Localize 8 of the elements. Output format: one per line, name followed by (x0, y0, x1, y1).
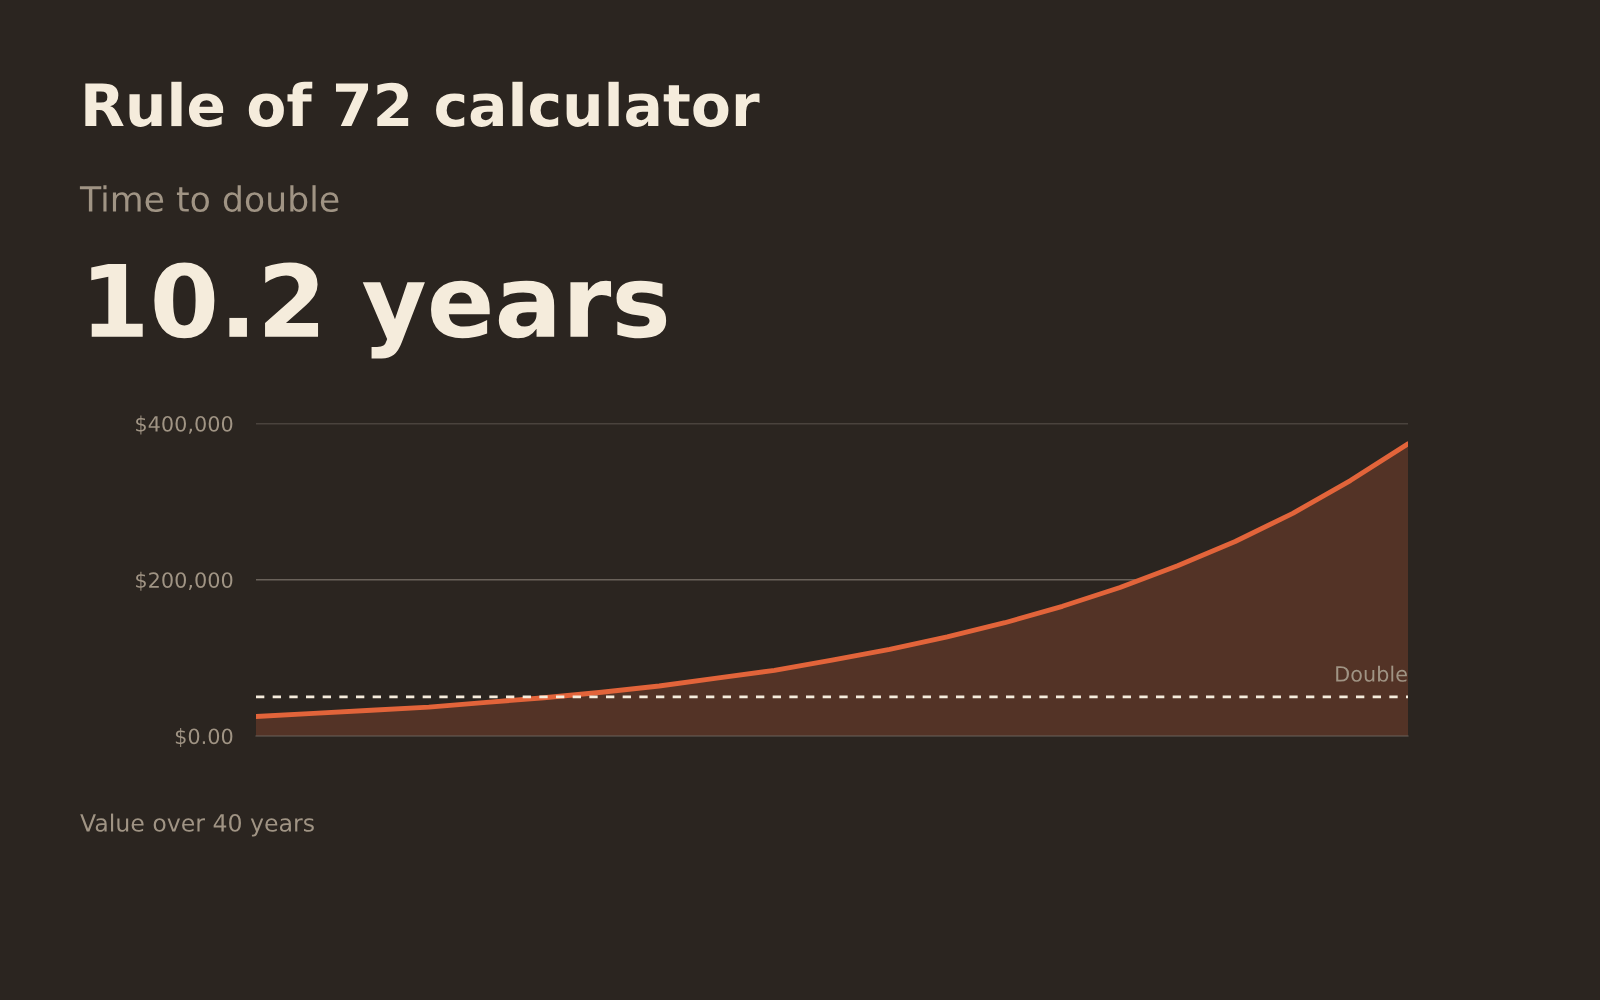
chart-title: Rule of 72 calculator (85, 81, 760, 127)
y-tick-label: $200,000 (136, 571, 233, 591)
text: Value over 40 years (80, 813, 314, 837)
text: 10.2 years (91, 262, 667, 359)
chart-subtitle: Time to double (79, 185, 339, 213)
y-tick-label: $0.00 (175, 728, 233, 747)
y-tick-label: $400,000 (136, 415, 233, 435)
ref-line-label: Double (1336, 665, 1407, 682)
